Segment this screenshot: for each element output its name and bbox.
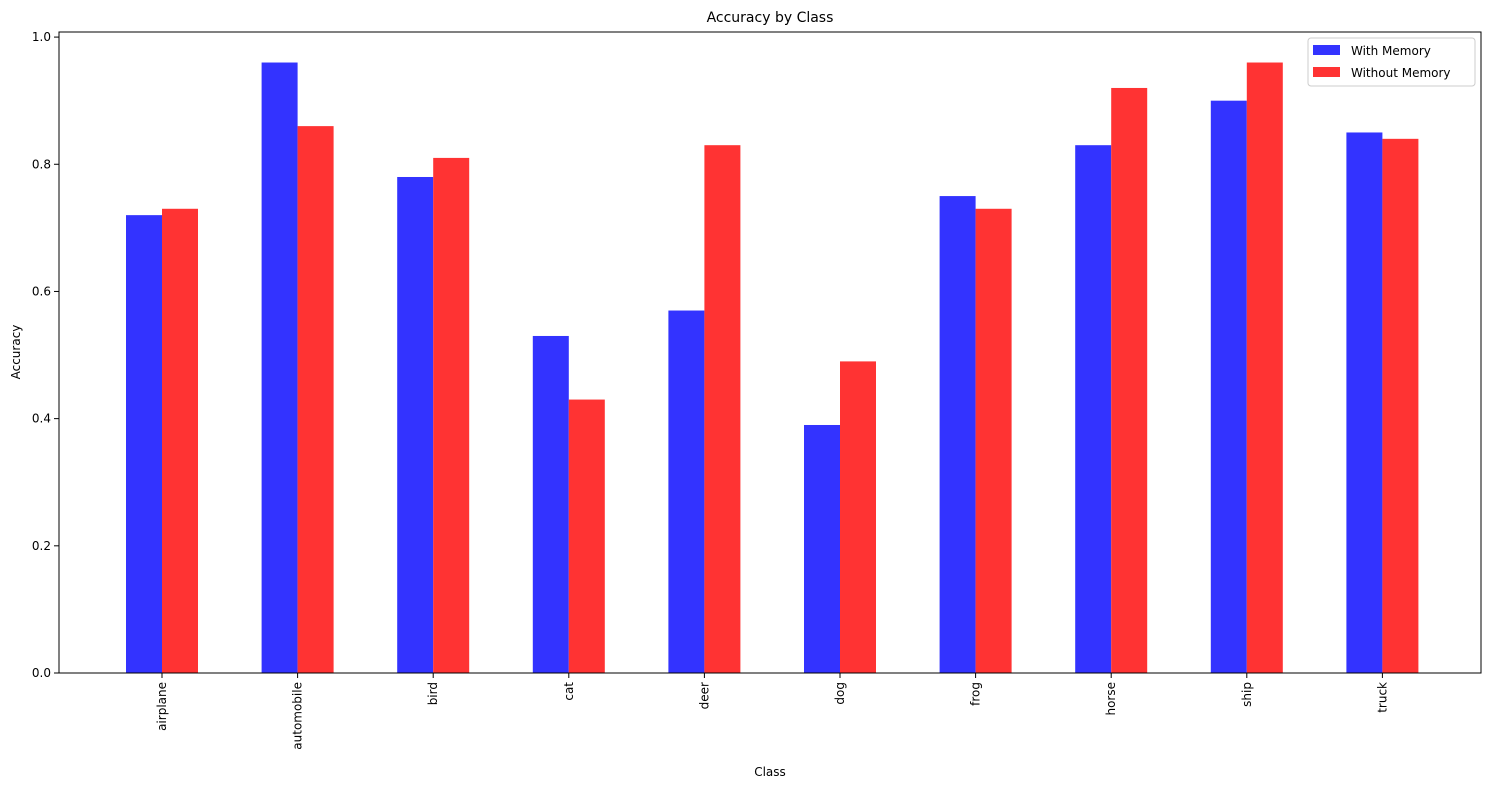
y-tick-label: 0.0 — [32, 666, 51, 680]
y-axis-ticks: 0.0 0.2 0.4 0.6 0.8 1.0 — [32, 30, 59, 680]
y-tick-label: 0.8 — [32, 157, 51, 171]
legend-swatch-without-memory — [1313, 67, 1340, 77]
bar-without-memory-truck — [1382, 138, 1419, 673]
bar-without-memory-airplane — [162, 208, 198, 673]
chart-title: Accuracy by Class — [707, 10, 834, 26]
x-tick-label-ship: ship — [1240, 682, 1254, 707]
x-tick-label-automobile: automobile — [291, 682, 305, 750]
bar-without-memory-deer — [704, 145, 741, 673]
x-tick-label-bird: bird — [426, 682, 440, 705]
y-tick-label: 0.6 — [32, 284, 51, 298]
x-axis-label: Class — [754, 765, 786, 779]
bar-with-memory-airplane — [126, 215, 162, 673]
bar-with-memory-truck — [1346, 132, 1383, 674]
x-tick-label-frog: frog — [969, 682, 983, 706]
x-tick-label-cat: cat — [562, 682, 576, 701]
bar-without-memory-frog — [975, 208, 1012, 673]
bars-group — [126, 62, 1419, 674]
bar-with-memory-deer — [668, 310, 705, 673]
bar-with-memory-bird — [397, 176, 434, 674]
bar-with-memory-automobile — [261, 62, 298, 673]
bar-with-memory-horse — [1075, 145, 1112, 673]
x-tick-label-truck: truck — [1375, 682, 1389, 713]
bar-with-memory-frog — [939, 196, 976, 673]
plot-frame — [58, 31, 1482, 674]
x-tick-label-deer: deer — [697, 682, 711, 709]
legend: With Memory Without Memory — [1307, 37, 1476, 87]
bar-without-memory-cat — [568, 399, 605, 673]
x-axis-ticks: airplane automobile bird cat deer dog frog hors… — [155, 673, 1389, 750]
bar-with-memory-cat — [532, 335, 569, 673]
x-tick-label-dog: dog — [833, 682, 847, 705]
bar-without-memory-ship — [1246, 62, 1283, 673]
x-tick-label-horse: horse — [1104, 682, 1118, 716]
legend-box — [1307, 37, 1476, 87]
bar-with-memory-dog — [804, 424, 840, 673]
bar-without-memory-horse — [1111, 87, 1148, 673]
x-tick-label-airplane: airplane — [155, 682, 169, 731]
bar-without-memory-dog — [840, 361, 876, 673]
y-tick-label: 0.4 — [32, 412, 51, 426]
y-axis-label: Accuracy — [9, 325, 23, 380]
legend-swatch-with-memory — [1313, 45, 1340, 55]
bar-without-memory-bird — [433, 157, 470, 673]
legend-label-with-memory: With Memory — [1351, 44, 1431, 58]
bar-without-memory-automobile — [297, 126, 334, 674]
legend-label-without-memory: Without Memory — [1351, 66, 1451, 80]
y-tick-label: 0.2 — [32, 539, 51, 553]
bar-with-memory-ship — [1210, 100, 1247, 674]
y-tick-label: 1.0 — [32, 30, 51, 44]
